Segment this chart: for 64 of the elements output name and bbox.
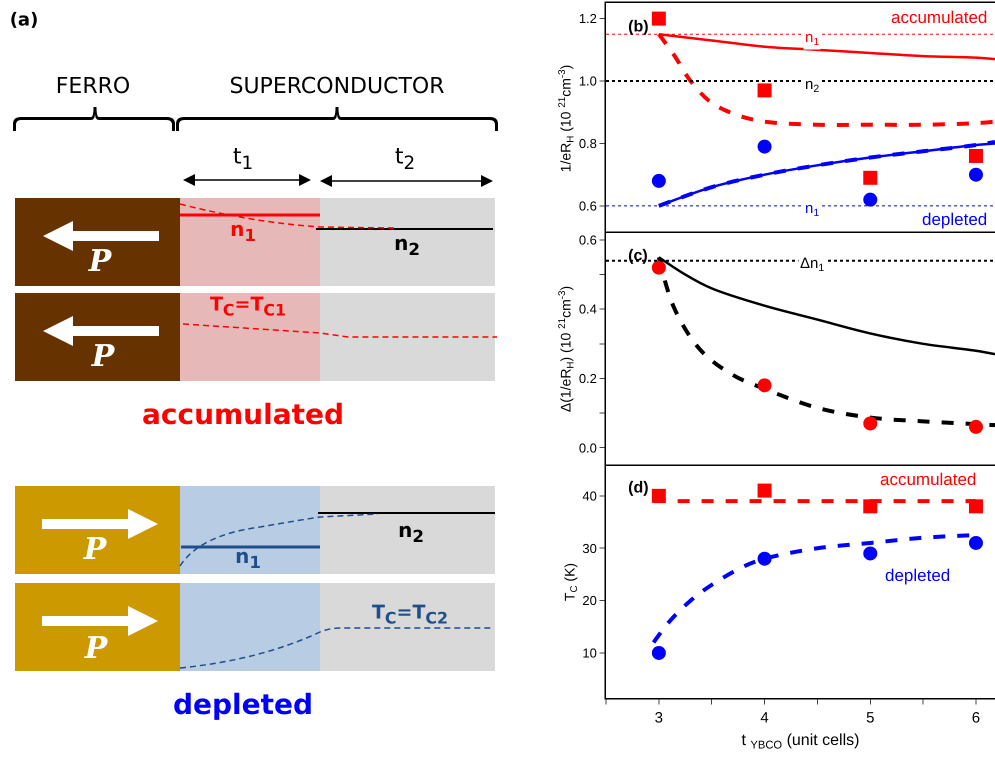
annotation: depleted <box>922 210 988 229</box>
point <box>652 646 666 660</box>
point <box>652 488 666 503</box>
point <box>652 12 666 26</box>
point <box>863 170 878 185</box>
y-tick-label: 0.0 <box>578 440 597 456</box>
point <box>968 499 983 514</box>
text: (a) <box>10 10 38 30</box>
y-tick-label: 0.6 <box>578 232 597 248</box>
point <box>968 420 983 434</box>
y-tick-label: 20 <box>582 593 597 608</box>
ref-line-label: Δn$_{1}$ <box>800 255 824 274</box>
point <box>968 168 983 182</box>
point <box>652 174 666 188</box>
x-tick-label: 6 <box>972 710 980 726</box>
x-axis-title: t $_{YBCO}$ (unit cells) <box>742 732 860 752</box>
text: accumulated <box>142 398 344 431</box>
y-tick-label: 30 <box>582 540 597 556</box>
ref-line-label: n$_{1}$ <box>805 200 820 220</box>
text: t$_{1}$ <box>232 144 254 174</box>
y-tick-label: 0.2 <box>578 370 597 386</box>
text: n$_{1}$ <box>230 217 256 246</box>
y-tick-label: 1.0 <box>578 74 597 89</box>
text: T$_{C}$=T$_{C2}$ <box>372 602 448 628</box>
point <box>758 83 772 98</box>
text: n$_{2}$ <box>398 518 424 546</box>
point <box>652 260 666 275</box>
annotation: depleted <box>885 566 950 585</box>
x-tick-label: 4 <box>760 710 769 726</box>
y-tick-label: 0.4 <box>578 302 597 317</box>
text: (d) <box>628 479 649 496</box>
point <box>758 552 772 566</box>
annotation: accumulated <box>880 470 976 489</box>
text: P <box>88 244 112 279</box>
point <box>968 536 983 550</box>
point <box>863 546 878 560</box>
y-tick-label: 40 <box>582 488 597 504</box>
point <box>863 192 878 207</box>
text: FERRO <box>56 74 130 99</box>
point <box>863 499 878 514</box>
x-tick-label: 5 <box>866 710 874 726</box>
ref-line-label: n$_{2}$ <box>805 76 820 96</box>
text: depleted <box>172 688 314 721</box>
text: SUPERCONDUCTOR <box>229 74 445 99</box>
annotation: accumulated <box>891 8 988 27</box>
point <box>758 484 772 498</box>
point <box>968 148 983 163</box>
text: n$_{1}$ <box>235 544 261 572</box>
x-tick-label: 3 <box>654 710 664 726</box>
y-tick-label: 10 <box>582 646 597 661</box>
text: P <box>92 339 114 374</box>
text: P <box>84 631 108 666</box>
point <box>863 416 878 430</box>
y-tick-label: 0.6 <box>578 198 597 214</box>
point <box>758 378 772 392</box>
text: T$_{C}$=T$_{C1}$ <box>210 294 286 320</box>
y-tick-label: 1.2 <box>578 11 597 26</box>
text: t$_{2}$ <box>394 144 416 174</box>
y-tick-label: 0.8 <box>578 136 597 152</box>
point <box>758 140 772 154</box>
ref-line-label: n$_{1}$ <box>805 29 820 48</box>
text: n$_{2}$ <box>394 231 420 260</box>
text: (b) <box>628 18 649 36</box>
text: P <box>84 532 106 567</box>
